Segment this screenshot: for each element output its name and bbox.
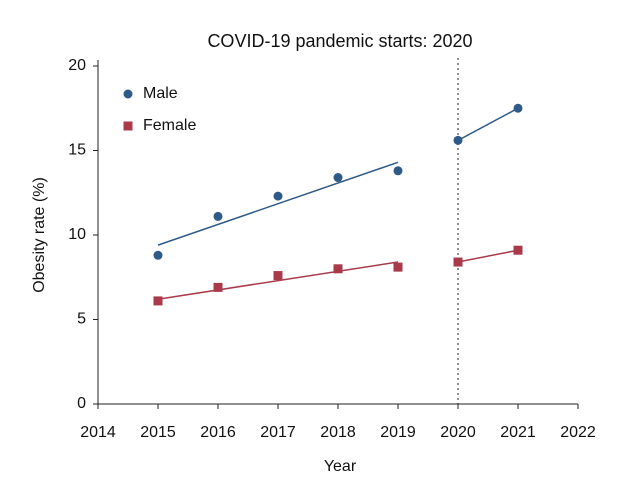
point [393, 262, 403, 272]
x-tick-label: 2020 [440, 424, 476, 441]
trend-line [457, 249, 519, 263]
point [153, 250, 163, 260]
y-tick-label: 0 [77, 395, 86, 412]
x-tick-label: 2018 [320, 424, 356, 441]
legend-marker [123, 121, 133, 131]
x-tick-label: 2016 [200, 424, 236, 441]
point [273, 191, 283, 201]
y-tick-label: 5 [77, 311, 86, 328]
trend-line [157, 261, 399, 300]
x-axis-label: Year [324, 458, 357, 475]
point [453, 257, 463, 267]
x-tick-label: 2022 [560, 424, 596, 441]
trend-line [457, 107, 519, 142]
point [393, 166, 403, 176]
point [333, 173, 343, 183]
x-tick-label: 2021 [500, 424, 536, 441]
x-tick-label: 2019 [380, 424, 416, 441]
y-tick-label: 10 [68, 226, 86, 243]
x-tick-label: 2015 [140, 424, 176, 441]
legend-label: Male [143, 85, 178, 102]
point [273, 271, 283, 281]
point [513, 103, 523, 113]
x-tick-label: 2017 [260, 424, 296, 441]
point [333, 264, 343, 274]
point [153, 296, 163, 306]
legend-marker [123, 89, 133, 99]
point [513, 245, 523, 255]
legend-label: Female [143, 117, 196, 134]
y-axis-label: Obesity rate (%) [31, 177, 48, 293]
point [213, 211, 223, 221]
y-tick-label: 15 [68, 142, 86, 159]
x-tick-label: 2014 [80, 424, 116, 441]
trend-line [157, 161, 399, 246]
point [453, 135, 463, 145]
chart-title: COVID-19 pandemic starts: 2020 [207, 31, 472, 51]
y-tick-label: 20 [68, 57, 86, 74]
point [213, 282, 223, 292]
